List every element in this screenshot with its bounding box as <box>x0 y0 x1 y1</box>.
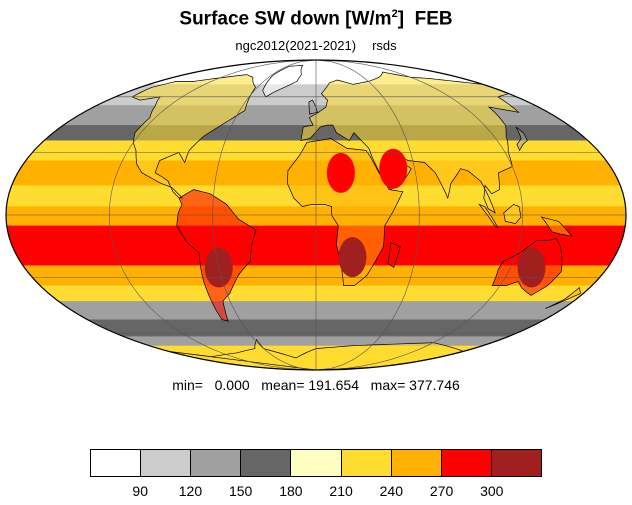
globe-outline <box>5 59 627 371</box>
colorbar-tick-label: 150 <box>228 483 253 499</box>
hotspot-australia <box>517 247 546 288</box>
colorbar-tick-label: 120 <box>178 483 203 499</box>
continent-new-guinea <box>540 216 573 237</box>
colorbar-box <box>191 450 242 476</box>
colorbar-box <box>241 450 292 476</box>
colorbar-tick-label: 270 <box>429 483 454 499</box>
colorbar-box <box>291 450 342 476</box>
longitude-line <box>315 60 420 370</box>
continent-japan <box>515 126 528 152</box>
colorbar-tick-label: 90 <box>132 483 149 499</box>
colorbar-tick-label: 300 <box>480 483 504 499</box>
continent-borneo <box>503 203 522 224</box>
colorbar-box <box>391 450 442 476</box>
continent-north-america <box>131 74 256 199</box>
hotspot-arabia <box>379 148 408 189</box>
run-label: ngc2012(2021-2021) <box>235 38 357 53</box>
graticule <box>6 60 626 370</box>
field-statistics: min= 0.000 mean= 191.654 max= 377.746 <box>172 377 460 393</box>
colorbar-tick-label: 210 <box>329 483 353 499</box>
continent-greenland <box>262 64 304 98</box>
continent-new-zealand <box>545 286 581 309</box>
colorbar <box>90 449 542 477</box>
continent-madagascar <box>387 241 401 269</box>
longitude-line <box>315 60 524 370</box>
colorbar-box <box>441 450 492 476</box>
colorbar-box <box>491 450 541 476</box>
longitude-line <box>108 60 317 370</box>
hotspot-southern-africa <box>338 237 367 278</box>
colorbar-tick-label: 240 <box>379 483 404 499</box>
colorbar-tick-label: 180 <box>279 483 303 499</box>
map-title: Surface SW down [W/m2] FEB <box>179 8 453 30</box>
map-subtitle: ngc2012(2021-2021) rsds <box>0 38 632 53</box>
hotspot-sahara <box>326 152 355 193</box>
variable-label: rsds <box>372 38 397 53</box>
colorbar-box <box>141 450 192 476</box>
colorbar-labels: 90 120 150 180 210 240 270 300 <box>90 483 542 501</box>
colorbar-box <box>341 450 392 476</box>
colorbar-box <box>91 450 142 476</box>
continent-sumatra <box>478 203 499 228</box>
longitude-line <box>212 60 317 370</box>
